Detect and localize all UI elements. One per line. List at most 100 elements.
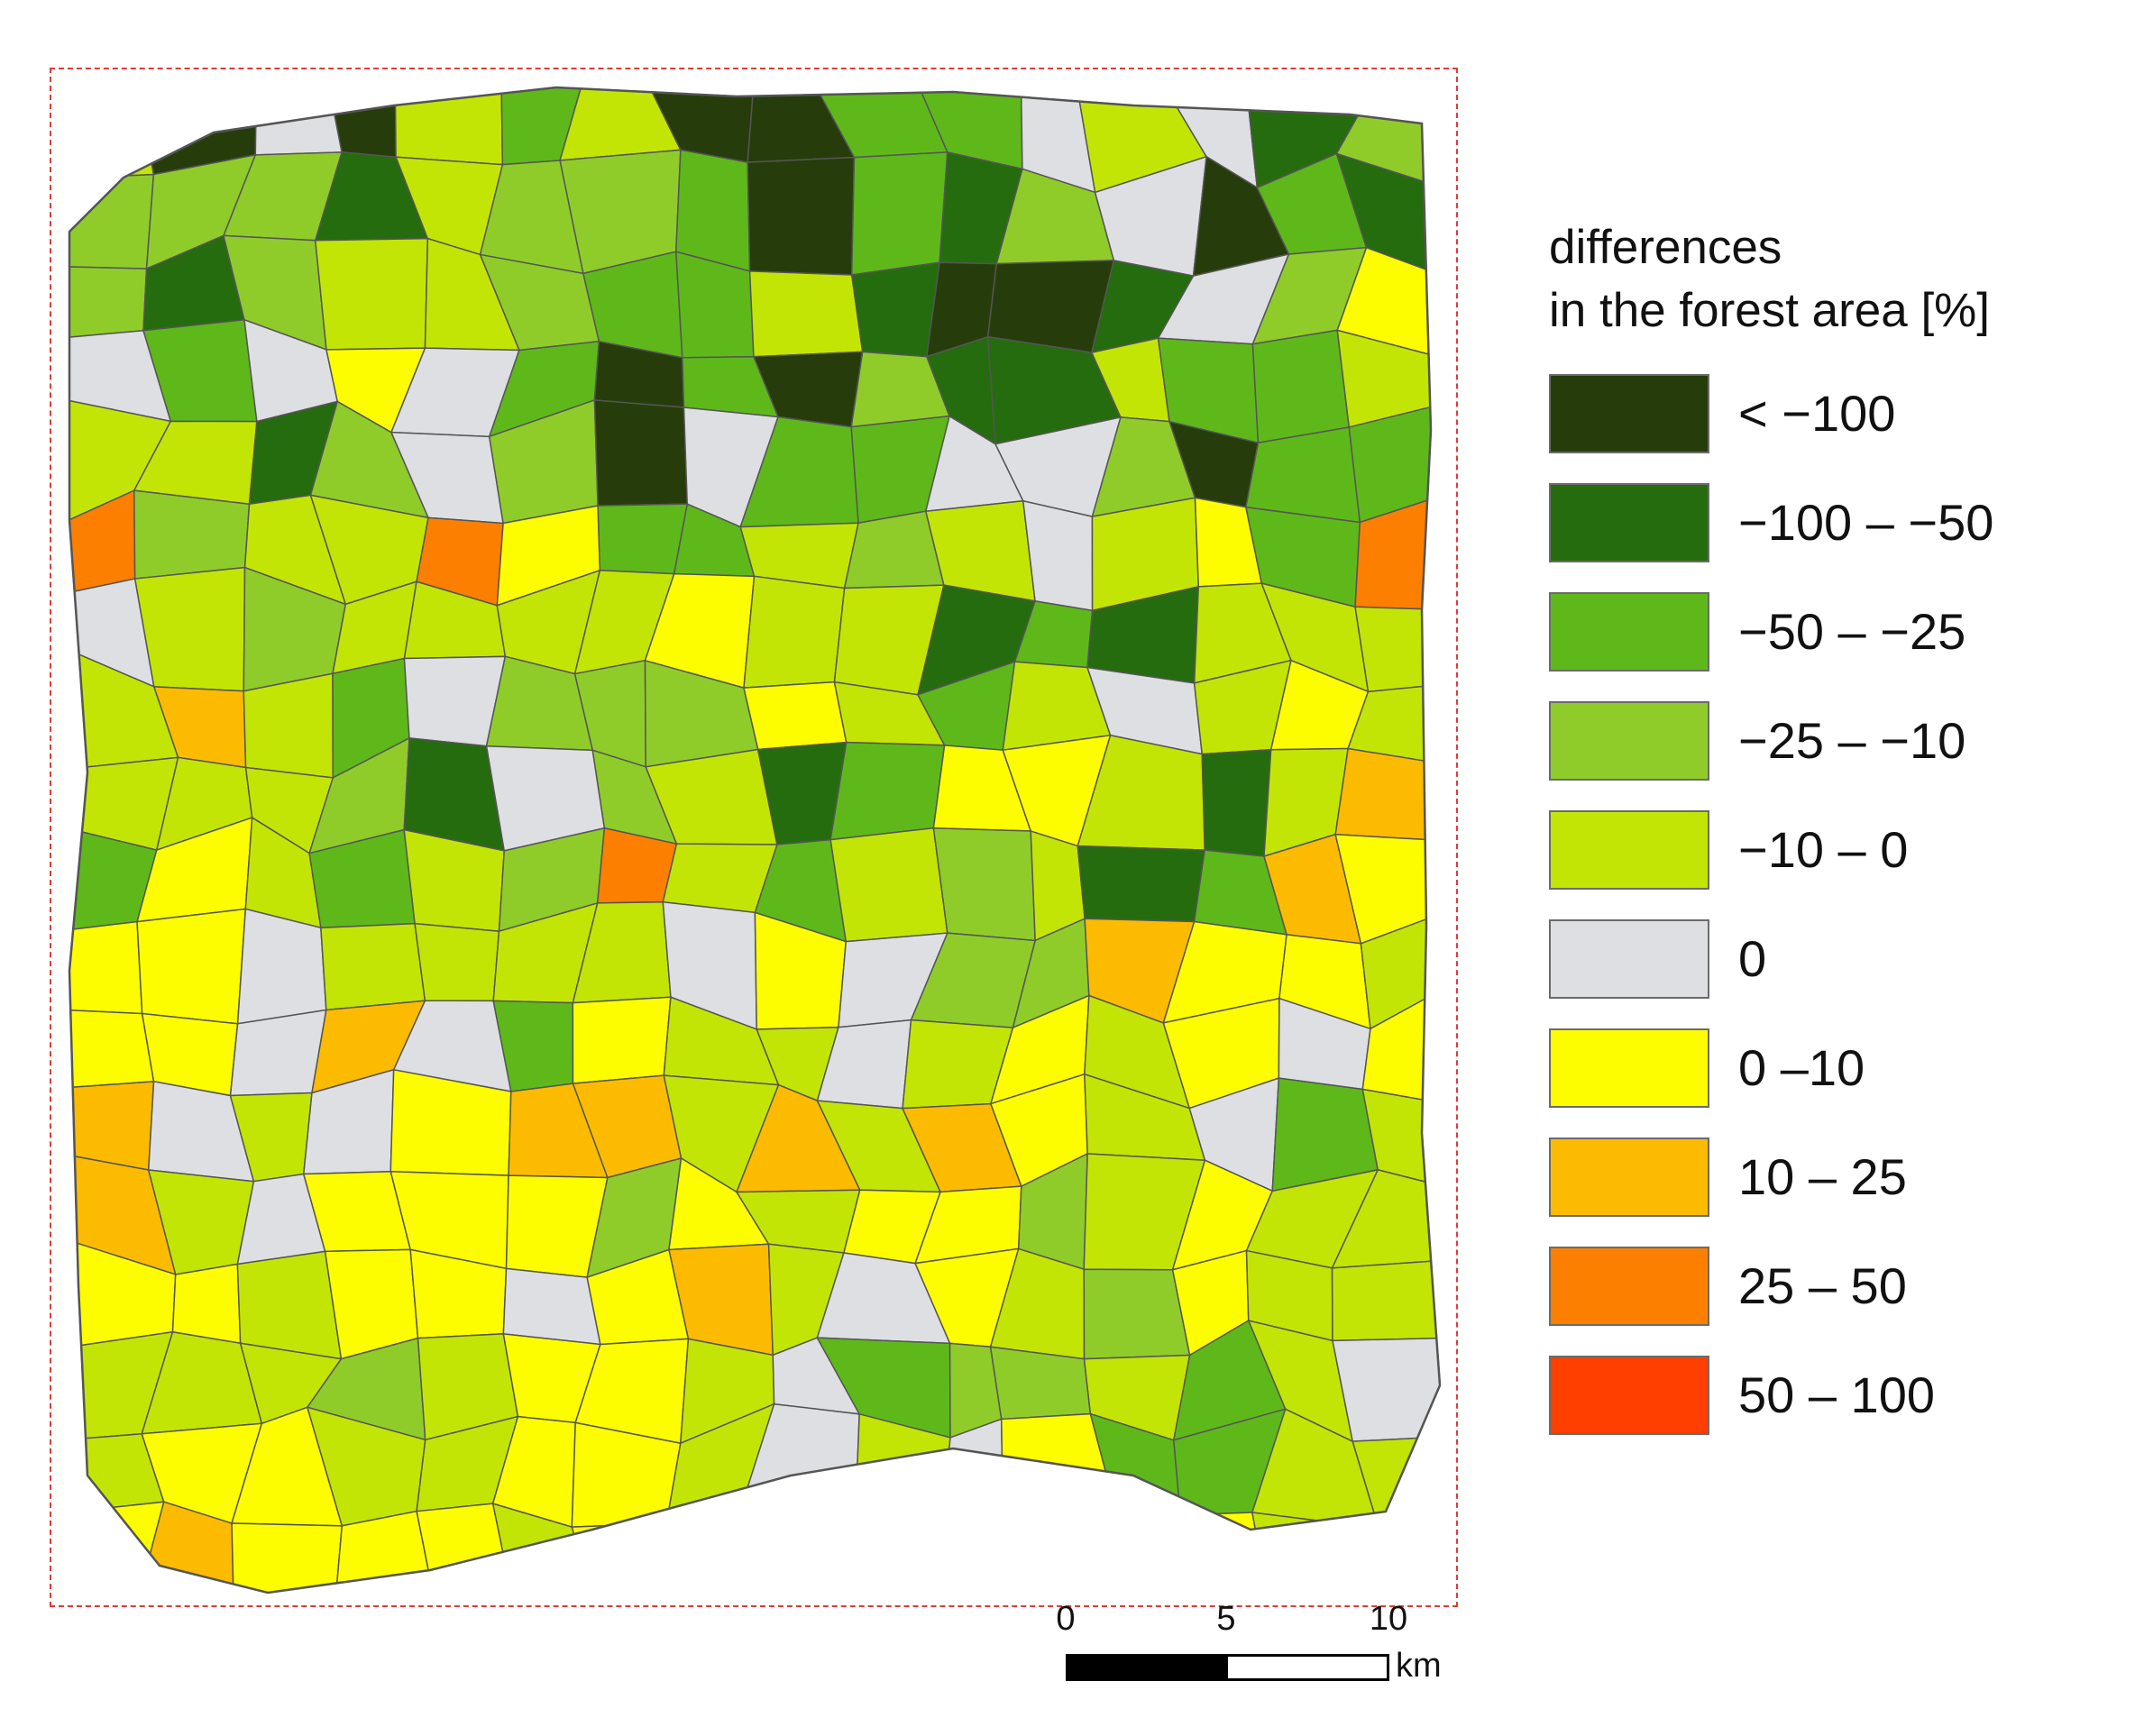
- scale-unit: km: [1396, 1647, 1442, 1685]
- municipality-polygon[interactable]: [1361, 1088, 1440, 1187]
- scale-bar-black-segment: [1066, 1654, 1228, 1681]
- scale-tick-5: 5: [1216, 1600, 1236, 1638]
- municipality-polygon[interactable]: [320, 922, 426, 1011]
- legend-label: −10 – 0: [1738, 821, 1909, 878]
- legend-item: 0 –10: [1549, 1013, 2126, 1122]
- municipality-polygon[interactable]: [171, 1263, 242, 1345]
- municipality-polygon[interactable]: [1334, 833, 1440, 945]
- municipality-polygon[interactable]: [1332, 1337, 1440, 1442]
- municipality-polygon[interactable]: [314, 237, 429, 351]
- municipality-polygon[interactable]: [69, 1501, 165, 1593]
- municipality-polygon[interactable]: [1335, 1507, 1440, 1593]
- municipality-polygon[interactable]: [1334, 747, 1440, 842]
- legend-swatch: [1549, 809, 1709, 890]
- legend-item: 10 – 25: [1549, 1122, 2126, 1231]
- municipality-polygon[interactable]: [995, 1514, 1119, 1593]
- municipality-polygon[interactable]: [136, 908, 247, 1025]
- scale-bar-white-segment: [1225, 1654, 1389, 1681]
- legend-label: 25 – 50: [1738, 1257, 1907, 1314]
- municipality-polygon[interactable]: [1331, 1259, 1440, 1342]
- municipality-polygon[interactable]: [133, 489, 251, 580]
- municipality-polygon[interactable]: [69, 1081, 155, 1171]
- municipality-polygon[interactable]: [1336, 246, 1440, 359]
- legend-item: 50 – 100: [1549, 1340, 2126, 1449]
- municipality-polygon[interactable]: [69, 266, 148, 338]
- municipality-polygon[interactable]: [571, 1522, 668, 1593]
- legend-label: < −100: [1738, 385, 1896, 442]
- municipality-polygon[interactable]: [1348, 404, 1440, 524]
- legend-item: −10 – 0: [1549, 795, 2126, 904]
- municipality-polygon[interactable]: [932, 827, 1036, 942]
- municipality-polygon[interactable]: [850, 261, 940, 358]
- municipality-polygon[interactable]: [231, 1522, 344, 1593]
- municipality-polygon[interactable]: [735, 1494, 857, 1593]
- municipality-polygon[interactable]: [743, 681, 848, 751]
- municipality-polygon[interactable]: [1361, 989, 1440, 1104]
- municipality-polygon[interactable]: [674, 149, 751, 272]
- municipality-polygon[interactable]: [1354, 606, 1440, 693]
- municipality-polygon[interactable]: [1244, 426, 1361, 524]
- legend-item: 25 – 50: [1549, 1231, 2126, 1340]
- legend-label: −25 – −10: [1738, 712, 1966, 769]
- municipality-polygon[interactable]: [655, 1522, 742, 1593]
- municipality-polygon[interactable]: [829, 827, 948, 943]
- scale-tick-0: 0: [1056, 1600, 1076, 1638]
- municipality-polygon[interactable]: [989, 1346, 1092, 1421]
- municipality-polygon[interactable]: [502, 1267, 601, 1346]
- legend-item: −50 – −25: [1549, 577, 2126, 686]
- municipality-polygon[interactable]: [829, 741, 946, 841]
- municipality-polygon[interactable]: [236, 908, 327, 1025]
- municipality-polygon[interactable]: [1331, 1169, 1440, 1269]
- municipality-polygon[interactable]: [69, 1009, 155, 1089]
- legend: differences in the forest area [%] < −10…: [1549, 216, 2126, 1449]
- municipality-polygon[interactable]: [1251, 329, 1351, 444]
- municipality-polygon[interactable]: [850, 151, 948, 276]
- legend-swatch: [1549, 591, 1709, 672]
- legend-label: 0 –10: [1738, 1039, 1865, 1096]
- legend-title-line1: differences: [1549, 221, 1782, 274]
- municipality-polygon[interactable]: [236, 1250, 343, 1360]
- municipality-polygon[interactable]: [69, 87, 155, 179]
- legend-title-line2: in the forest area [%]: [1549, 284, 1991, 337]
- municipality-polygon[interactable]: [69, 920, 143, 1015]
- legend-label: 0: [1738, 930, 1767, 987]
- legend-item: −25 – −10: [1549, 686, 2126, 795]
- municipality-polygon[interactable]: [1077, 845, 1206, 923]
- municipality-polygon[interactable]: [1360, 913, 1440, 1030]
- municipality-polygon[interactable]: [1347, 683, 1440, 764]
- municipality-polygon[interactable]: [747, 156, 856, 276]
- municipality-polygon[interactable]: [1335, 152, 1440, 276]
- legend-swatch: [1549, 1246, 1709, 1326]
- municipality-polygon[interactable]: [1336, 329, 1440, 428]
- legend-swatch: [1549, 700, 1709, 781]
- municipality-polygon[interactable]: [1109, 1514, 1188, 1593]
- municipality-polygon[interactable]: [414, 922, 500, 1002]
- municipality-polygons: [69, 87, 1440, 1593]
- municipality-polygon[interactable]: [1251, 1512, 1380, 1593]
- municipality-polygon[interactable]: [593, 399, 689, 507]
- legend-label: 50 – 100: [1738, 1366, 1935, 1423]
- municipality-polygon[interactable]: [1354, 495, 1440, 611]
- municipality-polygon[interactable]: [816, 1487, 947, 1593]
- municipality-polygon[interactable]: [254, 87, 344, 156]
- municipality-polygon[interactable]: [1201, 748, 1272, 857]
- municipality-polygon[interactable]: [597, 503, 689, 575]
- municipality-polygon[interactable]: [942, 1487, 1004, 1593]
- municipality-polygon[interactable]: [572, 996, 672, 1084]
- legend-label: −100 – −50: [1738, 494, 1994, 551]
- municipality-polygon[interactable]: [1083, 1268, 1191, 1360]
- scale-bar: 0 5 10 km: [1055, 1600, 1452, 1708]
- legend-swatch: [1549, 1355, 1709, 1435]
- legend-item: 0: [1549, 904, 2126, 1013]
- municipality-polygon[interactable]: [243, 672, 334, 779]
- municipality-polygon[interactable]: [133, 566, 246, 692]
- legend-item: < −100: [1549, 359, 2126, 468]
- legend-swatch: [1549, 918, 1709, 999]
- legend-swatch: [1549, 1137, 1709, 1217]
- legend-swatch: [1549, 1028, 1709, 1108]
- municipality-map[interactable]: [51, 69, 1460, 1609]
- municipality-polygon[interactable]: [748, 270, 864, 358]
- municipality-polygon[interactable]: [229, 1009, 327, 1097]
- municipality-polygon[interactable]: [743, 575, 846, 689]
- legend-item: −100 – −50: [1549, 468, 2126, 577]
